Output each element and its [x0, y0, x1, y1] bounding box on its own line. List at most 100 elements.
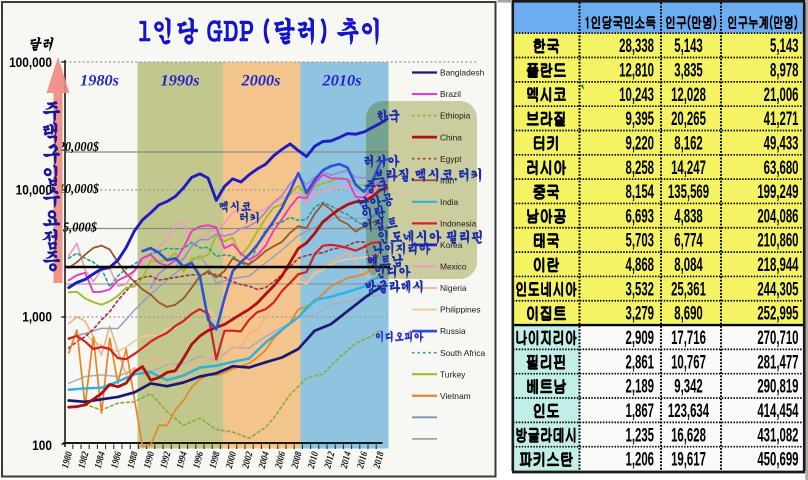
svg-text:8,084: 8,084: [674, 255, 703, 276]
svg-text:1984: 1984: [93, 450, 108, 470]
svg-text:Vietnam: Vietnam: [440, 391, 471, 401]
svg-text:2000s: 2000s: [241, 71, 281, 90]
svg-text:China: China: [440, 132, 462, 142]
svg-text:12,028: 12,028: [671, 85, 706, 106]
svg-text:2008: 2008: [290, 450, 305, 470]
svg-text:135,569: 135,569: [668, 182, 709, 203]
svg-text:2,909: 2,909: [625, 328, 654, 349]
svg-text:9,342: 9,342: [674, 377, 703, 398]
svg-text:6,693: 6,693: [625, 207, 654, 228]
svg-text:49,433: 49,433: [764, 134, 799, 155]
svg-text:Bangladesh: Bangladesh: [440, 68, 485, 78]
svg-text:5,143: 5,143: [674, 36, 703, 57]
svg-text:1,235: 1,235: [625, 426, 654, 447]
svg-text:1980: 1980: [61, 450, 76, 470]
svg-text:21,006: 21,006: [764, 85, 799, 106]
svg-text:1992: 1992: [159, 450, 174, 470]
svg-text:8,978: 8,978: [770, 61, 799, 82]
svg-text:1996: 1996: [192, 450, 207, 470]
svg-text:3,835: 3,835: [674, 61, 703, 82]
svg-text:281,477: 281,477: [757, 353, 798, 374]
svg-text:Indonesia: Indonesia: [440, 218, 477, 228]
svg-text:450,699: 450,699: [757, 450, 798, 471]
svg-text:India: India: [440, 197, 459, 207]
svg-text:8,258: 8,258: [625, 158, 654, 179]
svg-text:4,868: 4,868: [625, 255, 654, 276]
svg-text:Brazil: Brazil: [440, 89, 461, 99]
svg-text:6,774: 6,774: [674, 231, 703, 252]
svg-text:20,265: 20,265: [671, 109, 706, 130]
svg-text:270,710: 270,710: [757, 328, 798, 349]
svg-text:16,628: 16,628: [671, 426, 706, 447]
svg-text:2,861: 2,861: [625, 353, 654, 374]
svg-text:1,000: 1,000: [22, 309, 52, 325]
svg-text:Turkey: Turkey: [440, 369, 466, 379]
svg-text:3,279: 3,279: [625, 304, 654, 325]
svg-text:210,860: 210,860: [757, 231, 798, 252]
svg-text:290,819: 290,819: [757, 377, 798, 398]
svg-text:28,338: 28,338: [619, 36, 654, 57]
svg-text:Nigeria: Nigeria: [440, 283, 467, 293]
svg-text:10,243: 10,243: [619, 85, 654, 106]
svg-text:41,271: 41,271: [764, 109, 799, 130]
svg-text:19,617: 19,617: [671, 450, 706, 471]
svg-text:4,838: 4,838: [674, 207, 703, 228]
svg-text:252,995: 252,995: [757, 304, 798, 325]
svg-text:2010: 2010: [306, 450, 321, 470]
svg-text:5,143: 5,143: [770, 36, 799, 57]
svg-text:2006: 2006: [273, 450, 288, 470]
svg-text:1990: 1990: [143, 450, 158, 470]
svg-text:2014: 2014: [339, 450, 354, 470]
svg-text:1990s: 1990s: [161, 71, 200, 90]
svg-text:Ethiopia: Ethiopia: [440, 111, 471, 121]
svg-text:12,810: 12,810: [619, 61, 654, 82]
svg-text:10,000: 10,000: [16, 182, 52, 198]
svg-text:2,189: 2,189: [625, 377, 654, 398]
svg-text:1988: 1988: [126, 450, 141, 470]
svg-text:8,690: 8,690: [674, 304, 703, 325]
svg-text:63,680: 63,680: [764, 158, 799, 179]
svg-text:25,361: 25,361: [671, 280, 706, 301]
svg-text:14,247: 14,247: [671, 158, 706, 179]
svg-text:204,086: 204,086: [757, 207, 798, 228]
svg-text:9,220: 9,220: [625, 134, 654, 155]
svg-text:Mexico: Mexico: [440, 262, 467, 272]
svg-text:8,154: 8,154: [625, 182, 654, 203]
svg-text:2010s: 2010s: [322, 71, 362, 90]
svg-text:1998: 1998: [208, 450, 223, 470]
svg-text:South Africa: South Africa: [440, 348, 486, 358]
svg-text:Russia: Russia: [440, 326, 466, 336]
svg-text:2012: 2012: [323, 450, 338, 470]
svg-text:218,944: 218,944: [757, 255, 798, 276]
svg-text:9,395: 9,395: [625, 109, 654, 130]
svg-text:3,532: 3,532: [625, 280, 654, 301]
svg-text:100,000: 100,000: [9, 54, 52, 70]
svg-text:199,249: 199,249: [757, 182, 798, 203]
svg-text:244,305: 244,305: [757, 280, 798, 301]
svg-text:1,867: 1,867: [625, 401, 654, 422]
svg-text:1986: 1986: [110, 450, 125, 470]
svg-text:2004: 2004: [257, 450, 272, 470]
svg-text:123,634: 123,634: [668, 401, 709, 422]
svg-text:10,000$: 10,000$: [59, 182, 100, 196]
svg-text:100: 100: [32, 437, 52, 453]
svg-text:Korea: Korea: [440, 240, 463, 250]
svg-text:Iran: Iran: [440, 175, 455, 185]
svg-text:1,206: 1,206: [625, 450, 654, 471]
svg-text:2018: 2018: [372, 450, 387, 470]
svg-text:2016: 2016: [355, 450, 370, 470]
svg-text:20,000$: 20,000$: [58, 140, 100, 154]
svg-text:Philippines: Philippines: [440, 305, 481, 315]
svg-text:414,454: 414,454: [757, 401, 798, 422]
svg-text:5,000$: 5,000$: [63, 220, 98, 234]
svg-text:17,716: 17,716: [671, 328, 706, 349]
svg-text:Egypt: Egypt: [440, 154, 462, 164]
svg-text:1980s: 1980s: [80, 71, 119, 90]
svg-text:5,703: 5,703: [625, 231, 654, 252]
svg-text:1994: 1994: [175, 450, 190, 470]
svg-text:431,082: 431,082: [757, 426, 798, 447]
svg-text:8,162: 8,162: [674, 134, 703, 155]
svg-text:2002: 2002: [241, 450, 256, 470]
svg-text:10,767: 10,767: [671, 353, 706, 374]
svg-text:1982: 1982: [77, 450, 92, 470]
